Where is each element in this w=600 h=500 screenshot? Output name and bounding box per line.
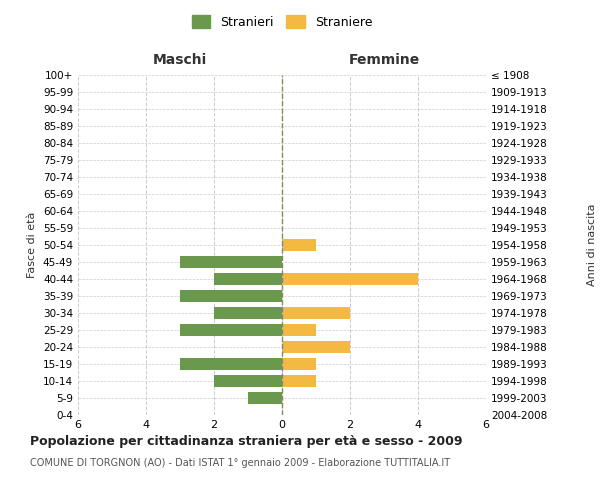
Bar [282,376,316,386]
Bar [282,358,316,370]
Bar [180,358,282,370]
Text: Popolazione per cittadinanza straniera per età e sesso - 2009: Popolazione per cittadinanza straniera p… [30,435,463,448]
Text: Maschi: Maschi [153,54,207,68]
Bar [248,392,282,404]
Bar [214,376,282,386]
Bar [180,256,282,268]
Bar [282,324,316,336]
Y-axis label: Anni di nascita: Anni di nascita [587,204,597,286]
Y-axis label: Fasce di età: Fasce di età [28,212,37,278]
Bar [214,308,282,318]
Bar [282,342,350,352]
Bar [282,240,316,250]
Legend: Stranieri, Straniere: Stranieri, Straniere [188,11,376,32]
Text: COMUNE DI TORGNON (AO) - Dati ISTAT 1° gennaio 2009 - Elaborazione TUTTITALIA.IT: COMUNE DI TORGNON (AO) - Dati ISTAT 1° g… [30,458,450,468]
Bar [180,324,282,336]
Bar [180,290,282,302]
Bar [282,308,350,318]
Bar [214,274,282,284]
Bar [282,274,418,284]
Text: Femmine: Femmine [349,54,419,68]
